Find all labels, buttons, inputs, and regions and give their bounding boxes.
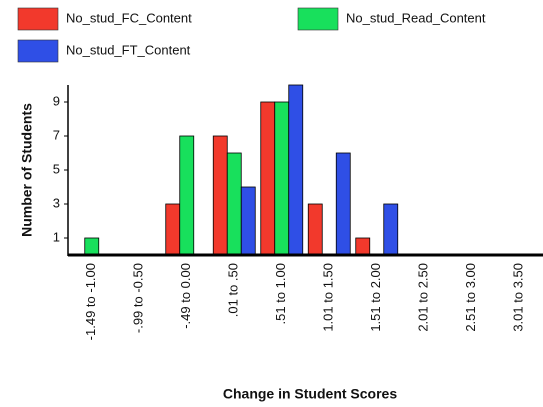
- x-tick-label: 2.01 to 2.50: [416, 263, 431, 332]
- x-tick-label: .01 to .50: [226, 263, 241, 317]
- legend-swatch: [17, 39, 59, 63]
- bar: [226, 152, 242, 256]
- bar: [212, 135, 228, 256]
- x-tick-label: .51 to 1.00: [273, 263, 288, 324]
- y-tick-label: 7: [53, 127, 60, 142]
- bar: [240, 186, 256, 256]
- bar: [355, 237, 371, 256]
- bar: [307, 203, 323, 256]
- y-tick-label: 3: [53, 195, 60, 210]
- x-tick-label: -.99 to -0.50: [131, 263, 146, 333]
- x-tick-label: -1.49 to -1.00: [83, 263, 98, 340]
- bar: [84, 237, 100, 256]
- legend-label: No_stud_FC_Content: [66, 10, 192, 25]
- legend-swatch: [297, 7, 339, 31]
- bar: [288, 84, 304, 256]
- x-tick-label: 1.01 to 1.50: [321, 263, 336, 332]
- bar: [383, 203, 399, 256]
- x-axis-title: Change in Student Scores: [223, 386, 397, 402]
- y-axis-title: Number of Students: [19, 103, 35, 237]
- x-tick-label: -.49 to 0.00: [178, 263, 193, 329]
- legend-swatch: [17, 7, 59, 31]
- bar: [179, 135, 195, 256]
- x-tick-label: 3.01 to 3.50: [511, 263, 526, 332]
- x-tick-label: 1.51 to 2.00: [368, 263, 383, 332]
- bar: [335, 152, 351, 256]
- bar: [260, 101, 276, 256]
- bar: [274, 101, 290, 256]
- bar: [165, 203, 181, 256]
- legend-label: No_stud_Read_Content: [346, 10, 486, 25]
- legend-label: No_stud_FT_Content: [66, 42, 191, 57]
- y-tick-label: 9: [53, 93, 60, 108]
- x-tick-label: 2.51 to 3.00: [463, 263, 478, 332]
- y-tick-label: 1: [53, 229, 60, 244]
- y-tick-label: 5: [53, 161, 60, 176]
